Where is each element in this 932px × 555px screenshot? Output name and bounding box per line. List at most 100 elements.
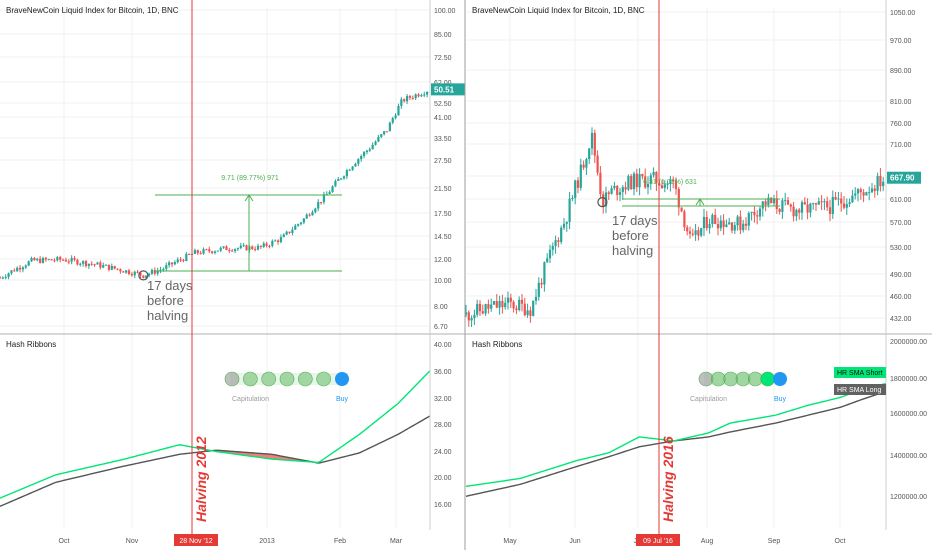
candle-body [722,220,725,228]
price-tick-label: 41.00 [434,115,452,122]
candle-body [851,195,854,203]
signal-dot [711,371,726,387]
candle-body [371,144,374,150]
candle-body [182,259,185,261]
candle-body [495,301,498,308]
indicator-tick-label: 2000000.00 [890,339,927,346]
candle-body [33,257,36,261]
candle-body [423,94,426,96]
candle-body [213,251,217,253]
candle-body [116,268,119,270]
indicator-tick-label: 24.00 [434,449,452,456]
candle-body [299,222,303,225]
candle-body [56,257,59,261]
sma-long-label: HR SMA Long [837,387,881,394]
measure-arrowhead [695,198,705,206]
candle-body [36,258,39,261]
candle-body [374,141,377,145]
candle-body [308,214,311,216]
candle-body [380,134,383,137]
signal-dot [243,371,258,387]
candle-body [736,216,739,226]
candle-body [125,270,128,273]
candle-body [632,173,636,190]
candle-body [102,265,105,268]
candle-body [70,257,73,262]
candle-body [742,223,745,231]
last-price-badge [887,171,921,184]
candle-body [624,187,627,190]
indicator-tick-label: 28.00 [434,422,452,429]
x-tick-label: 2013 [259,538,275,545]
price-tick-label: 100.00 [434,8,456,15]
date-badge-label: 28 Nov '12 [179,538,212,545]
candle-body [641,174,644,177]
price-tick-label: 27.50 [434,158,452,165]
candle-body [59,257,62,260]
candle-body [618,192,622,195]
candle-body [806,204,809,213]
candle-body [93,264,96,266]
candle-body [733,225,736,231]
candle-body [803,202,806,205]
candle-body [408,96,412,98]
candle-body [548,249,552,259]
x-tick-label: Oct [835,538,846,545]
candle-body [490,304,493,309]
candle-body [809,203,812,213]
hr-sma-long-line [465,390,887,497]
candle-body [613,185,616,189]
hr-sma-long-line [0,415,431,507]
candle-body [526,310,529,316]
signal-dot [298,371,313,387]
candle-body [113,265,116,269]
x-tick-label: Aug [701,538,714,545]
x-tick-label: Mar [390,538,403,545]
candle-body [574,180,577,198]
candle-body [205,249,208,251]
candle-body [345,170,348,177]
candle-body [795,209,798,217]
candle-body [481,311,484,314]
price-tick-label: 710.00 [890,142,912,149]
candle-body [133,271,136,276]
candle-body [16,267,19,272]
candle-body [394,115,397,119]
candle-body [728,222,731,225]
annotation-text: 17 days [147,278,193,293]
annotation-text: before [612,228,649,243]
candle-body [231,250,234,252]
candle-body [282,234,285,238]
candle-body [764,201,767,205]
candle-body [314,208,317,213]
candle-body [672,179,675,182]
candle-body [870,188,874,193]
candle-body [610,188,613,194]
candle-body [357,159,360,164]
candle-body [254,248,257,250]
candle-body [368,149,371,151]
signal-dot [735,371,751,387]
signal-dot [279,371,295,387]
halving-label: Halving 2016 [660,436,676,522]
candle-body [663,184,666,188]
candle-body [772,198,776,204]
candle-body [4,276,7,278]
candle-body [233,249,237,252]
price-tick-label: 52.50 [434,101,452,108]
candle-body [208,249,211,252]
candle-body [476,303,479,315]
candle-body [680,207,683,212]
candle-body [739,216,742,231]
candle-body [274,240,277,242]
candle-body [176,259,179,263]
candle-body [30,257,33,262]
candle-body [360,156,363,160]
candle-body [478,303,482,312]
candle-body [41,257,45,263]
candle-body [621,187,624,193]
candle-body [778,208,781,212]
candle-body [590,132,594,149]
candle-body [596,155,599,173]
candle-body [579,164,582,188]
